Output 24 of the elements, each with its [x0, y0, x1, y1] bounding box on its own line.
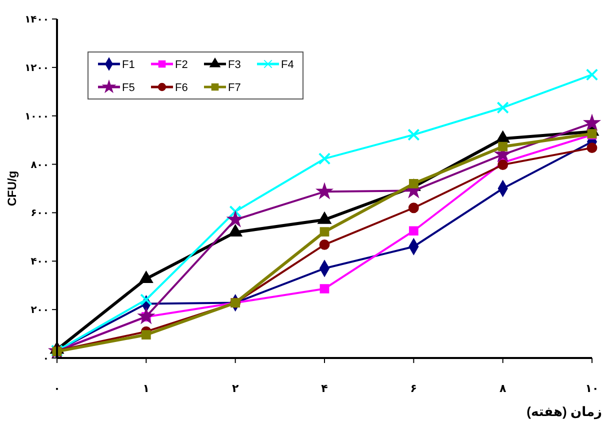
x-tick-label: ۰ [54, 383, 60, 395]
y-tick-label: ۱۴۰۰ [24, 14, 49, 26]
y-tick-label: ۰ [42, 354, 49, 364]
x-tick-label: ۴ [321, 383, 328, 395]
legend-label: F5 [122, 82, 135, 94]
legend-label: F2 [175, 58, 188, 71]
y-tick-label: ۶۰۰ [30, 208, 49, 220]
y-axis-title: CFU/g [5, 170, 19, 206]
x-tick-label: ۱۰ [585, 383, 599, 395]
legend-label: F1 [122, 58, 135, 71]
x-tick-label: ۱ [142, 383, 150, 395]
y-tick-label: ۸۰۰ [30, 160, 49, 171]
legend-label: F3 [228, 58, 241, 71]
x-tick-label: ۶ [410, 383, 418, 395]
legend-label: F7 [228, 82, 241, 94]
y-tick-label: ۱۲۰۰ [24, 62, 49, 74]
x-axis-title: زمان (هفته) [526, 404, 602, 420]
y-tick-label: ۲۰۰ [30, 305, 49, 316]
legend-label: F6 [175, 82, 188, 94]
legend-label: F4 [281, 58, 294, 71]
x-tick-label: ۸ [499, 383, 506, 395]
y-tick-label: ۱۰۰۰ [24, 111, 49, 122]
x-tick-label: ۲ [232, 383, 239, 395]
y-tick-label: ۴۰۰ [30, 256, 49, 268]
